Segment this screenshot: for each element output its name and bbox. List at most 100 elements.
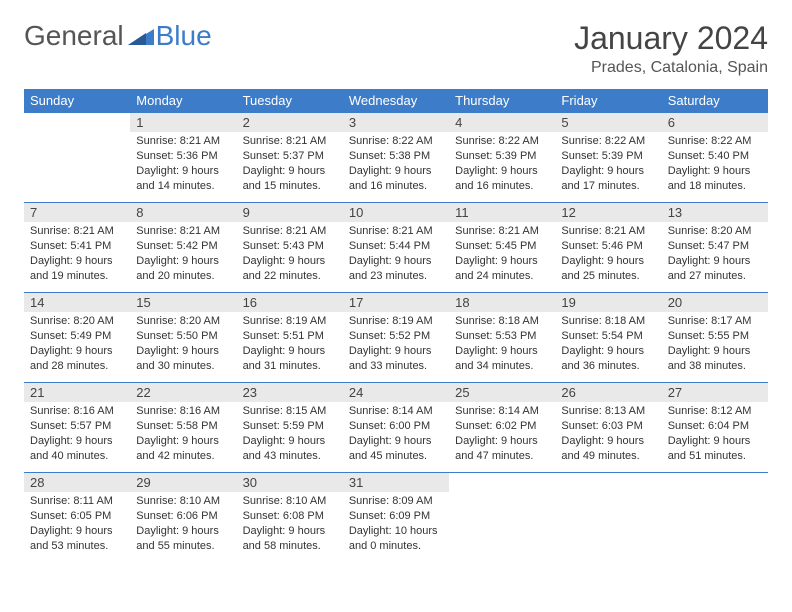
- day-number: 5: [555, 113, 661, 132]
- day-number: 7: [24, 203, 130, 222]
- sunrise-text: Sunrise: 8:16 AM: [136, 404, 230, 419]
- day-number: 15: [130, 293, 236, 312]
- daylight-text: Daylight: 9 hours: [243, 434, 337, 449]
- daylight-text: and 36 minutes.: [561, 359, 655, 374]
- day-number: 23: [237, 383, 343, 402]
- daylight-text: Daylight: 9 hours: [30, 254, 124, 269]
- sunrise-text: Sunrise: 8:21 AM: [455, 224, 549, 239]
- day-body: Sunrise: 8:14 AMSunset: 6:02 PMDaylight:…: [449, 402, 555, 467]
- sunset-text: Sunset: 5:41 PM: [30, 239, 124, 254]
- sunset-text: Sunset: 5:46 PM: [561, 239, 655, 254]
- logo: General Blue: [24, 20, 212, 52]
- daylight-text: Daylight: 9 hours: [136, 164, 230, 179]
- daylight-text: Daylight: 9 hours: [668, 254, 762, 269]
- sunset-text: Sunset: 5:53 PM: [455, 329, 549, 344]
- daylight-text: Daylight: 10 hours: [349, 524, 443, 539]
- sunset-text: Sunset: 6:05 PM: [30, 509, 124, 524]
- daylight-text: Daylight: 9 hours: [30, 344, 124, 359]
- calendar-cell: 18Sunrise: 8:18 AMSunset: 5:53 PMDayligh…: [449, 293, 555, 383]
- sunrise-text: Sunrise: 8:09 AM: [349, 494, 443, 509]
- calendar-cell: 14Sunrise: 8:20 AMSunset: 5:49 PMDayligh…: [24, 293, 130, 383]
- calendar-cell: 22Sunrise: 8:16 AMSunset: 5:58 PMDayligh…: [130, 383, 236, 473]
- sunrise-text: Sunrise: 8:21 AM: [561, 224, 655, 239]
- day-number: 13: [662, 203, 768, 222]
- calendar-row: 7Sunrise: 8:21 AMSunset: 5:41 PMDaylight…: [24, 203, 768, 293]
- daylight-text: Daylight: 9 hours: [349, 254, 443, 269]
- header: General Blue January 2024 Prades, Catalo…: [24, 20, 768, 77]
- logo-text-blue: Blue: [156, 20, 212, 52]
- day-number: 11: [449, 203, 555, 222]
- calendar-cell: 1Sunrise: 8:21 AMSunset: 5:36 PMDaylight…: [130, 113, 236, 203]
- daylight-text: Daylight: 9 hours: [136, 434, 230, 449]
- daylight-text: and 27 minutes.: [668, 269, 762, 284]
- weekday-header: Thursday: [449, 89, 555, 113]
- daylight-text: Daylight: 9 hours: [561, 164, 655, 179]
- daylight-text: Daylight: 9 hours: [136, 344, 230, 359]
- day-body: Sunrise: 8:15 AMSunset: 5:59 PMDaylight:…: [237, 402, 343, 467]
- location-text: Prades, Catalonia, Spain: [574, 59, 768, 77]
- daylight-text: Daylight: 9 hours: [136, 524, 230, 539]
- calendar-cell: 2Sunrise: 8:21 AMSunset: 5:37 PMDaylight…: [237, 113, 343, 203]
- calendar-cell: 6Sunrise: 8:22 AMSunset: 5:40 PMDaylight…: [662, 113, 768, 203]
- sunset-text: Sunset: 5:39 PM: [455, 149, 549, 164]
- daylight-text: and 20 minutes.: [136, 269, 230, 284]
- sunrise-text: Sunrise: 8:13 AM: [561, 404, 655, 419]
- calendar-cell: 11Sunrise: 8:21 AMSunset: 5:45 PMDayligh…: [449, 203, 555, 293]
- sunrise-text: Sunrise: 8:22 AM: [561, 134, 655, 149]
- calendar-cell: 7Sunrise: 8:21 AMSunset: 5:41 PMDaylight…: [24, 203, 130, 293]
- daylight-text: and 31 minutes.: [243, 359, 337, 374]
- daylight-text: and 58 minutes.: [243, 539, 337, 554]
- title-block: January 2024 Prades, Catalonia, Spain: [574, 20, 768, 77]
- sunset-text: Sunset: 5:50 PM: [136, 329, 230, 344]
- sunset-text: Sunset: 5:47 PM: [668, 239, 762, 254]
- sunset-text: Sunset: 6:08 PM: [243, 509, 337, 524]
- day-number: 21: [24, 383, 130, 402]
- sunset-text: Sunset: 5:52 PM: [349, 329, 443, 344]
- daylight-text: and 22 minutes.: [243, 269, 337, 284]
- day-number: 12: [555, 203, 661, 222]
- calendar-cell: 17Sunrise: 8:19 AMSunset: 5:52 PMDayligh…: [343, 293, 449, 383]
- day-body: Sunrise: 8:17 AMSunset: 5:55 PMDaylight:…: [662, 312, 768, 377]
- sunset-text: Sunset: 5:36 PM: [136, 149, 230, 164]
- day-body: Sunrise: 8:21 AMSunset: 5:36 PMDaylight:…: [130, 132, 236, 197]
- day-number: 14: [24, 293, 130, 312]
- day-body: Sunrise: 8:09 AMSunset: 6:09 PMDaylight:…: [343, 492, 449, 557]
- day-number: 4: [449, 113, 555, 132]
- calendar-cell: 3Sunrise: 8:22 AMSunset: 5:38 PMDaylight…: [343, 113, 449, 203]
- daylight-text: Daylight: 9 hours: [561, 254, 655, 269]
- day-body: Sunrise: 8:14 AMSunset: 6:00 PMDaylight:…: [343, 402, 449, 467]
- sunrise-text: Sunrise: 8:21 AM: [349, 224, 443, 239]
- weekday-header-row: Sunday Monday Tuesday Wednesday Thursday…: [24, 89, 768, 113]
- daylight-text: and 14 minutes.: [136, 179, 230, 194]
- sunset-text: Sunset: 5:54 PM: [561, 329, 655, 344]
- daylight-text: Daylight: 9 hours: [243, 524, 337, 539]
- calendar-row: 14Sunrise: 8:20 AMSunset: 5:49 PMDayligh…: [24, 293, 768, 383]
- daylight-text: and 34 minutes.: [455, 359, 549, 374]
- daylight-text: and 53 minutes.: [30, 539, 124, 554]
- daylight-text: and 23 minutes.: [349, 269, 443, 284]
- calendar-cell: [24, 113, 130, 203]
- weekday-header: Tuesday: [237, 89, 343, 113]
- sunset-text: Sunset: 5:49 PM: [30, 329, 124, 344]
- daylight-text: Daylight: 9 hours: [561, 434, 655, 449]
- sunset-text: Sunset: 5:57 PM: [30, 419, 124, 434]
- day-body: Sunrise: 8:21 AMSunset: 5:44 PMDaylight:…: [343, 222, 449, 287]
- sunset-text: Sunset: 5:43 PM: [243, 239, 337, 254]
- daylight-text: Daylight: 9 hours: [30, 524, 124, 539]
- day-number: 31: [343, 473, 449, 492]
- day-body: Sunrise: 8:18 AMSunset: 5:53 PMDaylight:…: [449, 312, 555, 377]
- day-body: Sunrise: 8:22 AMSunset: 5:38 PMDaylight:…: [343, 132, 449, 197]
- day-number: 9: [237, 203, 343, 222]
- daylight-text: and 42 minutes.: [136, 449, 230, 464]
- daylight-text: and 30 minutes.: [136, 359, 230, 374]
- calendar-cell: 25Sunrise: 8:14 AMSunset: 6:02 PMDayligh…: [449, 383, 555, 473]
- daylight-text: Daylight: 9 hours: [455, 164, 549, 179]
- day-number: 27: [662, 383, 768, 402]
- calendar-cell: 20Sunrise: 8:17 AMSunset: 5:55 PMDayligh…: [662, 293, 768, 383]
- day-body: Sunrise: 8:10 AMSunset: 6:08 PMDaylight:…: [237, 492, 343, 557]
- daylight-text: and 18 minutes.: [668, 179, 762, 194]
- daylight-text: and 16 minutes.: [455, 179, 549, 194]
- sunrise-text: Sunrise: 8:22 AM: [349, 134, 443, 149]
- day-number: 29: [130, 473, 236, 492]
- day-number: 30: [237, 473, 343, 492]
